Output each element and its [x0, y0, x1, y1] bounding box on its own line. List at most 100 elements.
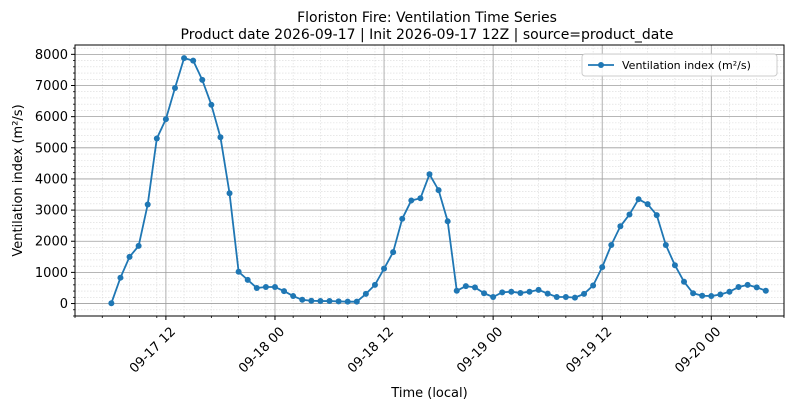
- data-point: [553, 294, 560, 300]
- y-tick-label: 5000: [35, 141, 68, 156]
- y-axis: 0 1000 2000 3000 4000 5000 6000 7000 8000: [35, 47, 75, 317]
- data-point: [208, 101, 215, 108]
- x-tick-label: 09-18 12: [345, 324, 397, 376]
- y-tick-label: 0: [60, 297, 68, 312]
- data-point: [653, 212, 660, 219]
- data-point: [371, 281, 378, 288]
- data-point: [417, 195, 424, 202]
- data-point: [526, 288, 533, 295]
- data-point: [135, 242, 142, 249]
- data-point: [444, 218, 451, 225]
- data-point: [508, 288, 515, 295]
- x-tick-label: 09-17 12: [127, 324, 179, 376]
- x-tick-label: 09-18 00: [236, 324, 288, 376]
- y-tick-label: 8000: [35, 48, 68, 63]
- legend-marker: [598, 62, 604, 68]
- data-point: [762, 287, 769, 294]
- data-point: [690, 290, 697, 297]
- data-point: [581, 290, 588, 297]
- data-point: [126, 253, 133, 260]
- data-point: [708, 293, 715, 300]
- data-point: [381, 265, 388, 272]
- legend: Ventilation index (m²/s): [581, 53, 778, 77]
- x-tick-label: 09-19 00: [454, 324, 506, 376]
- data-point: [717, 291, 724, 298]
- data-point: [317, 298, 324, 305]
- data-point: [226, 190, 233, 197]
- data-point: [326, 298, 333, 305]
- data-point: [735, 284, 742, 291]
- data-point: [681, 278, 688, 285]
- data-point: [362, 290, 369, 297]
- data-point: [517, 289, 524, 296]
- data-point: [344, 298, 351, 305]
- series-layer: [108, 55, 769, 307]
- data-point: [617, 223, 624, 230]
- data-point: [699, 292, 706, 299]
- y-tick-label: 3000: [35, 204, 68, 219]
- data-point: [471, 284, 478, 291]
- data-point: [462, 283, 469, 290]
- data-point: [171, 84, 178, 91]
- data-point: [490, 294, 497, 300]
- data-point: [562, 294, 569, 300]
- data-point: [271, 284, 278, 291]
- y-tick-label: 6000: [35, 110, 68, 125]
- data-point: [644, 201, 651, 208]
- data-point: [299, 296, 306, 303]
- data-point: [244, 276, 251, 283]
- y-tick-label: 2000: [35, 235, 68, 250]
- data-point: [353, 298, 360, 305]
- data-point: [535, 286, 542, 293]
- data-point: [753, 284, 760, 291]
- data-point: [390, 249, 397, 256]
- data-point: [308, 297, 315, 304]
- data-point: [599, 264, 606, 271]
- data-point: [662, 241, 669, 248]
- data-point: [117, 274, 124, 281]
- major-grid: [75, 45, 784, 316]
- data-point: [181, 55, 188, 62]
- data-point: [108, 300, 115, 307]
- data-point: [671, 262, 678, 269]
- data-point: [235, 268, 242, 275]
- chart-title-line-1: Floriston Fire: Ventilation Time Series: [297, 10, 557, 26]
- data-point: [199, 76, 206, 83]
- data-point: [253, 284, 260, 291]
- data-point: [571, 294, 578, 301]
- x-axis-label: Time (local): [390, 386, 467, 401]
- chart-title-line-2: Product date 2026-09-17 | Init 2026-09-1…: [181, 27, 674, 43]
- data-point: [144, 201, 151, 208]
- legend-box: [581, 53, 778, 77]
- data-point: [544, 290, 551, 297]
- data-point: [217, 134, 224, 141]
- data-point: [399, 215, 406, 222]
- legend-label: Ventilation index (m²/s): [622, 59, 751, 72]
- data-point: [153, 135, 160, 142]
- data-point: [281, 288, 288, 295]
- data-point: [499, 289, 506, 296]
- data-point: [290, 293, 297, 300]
- data-point: [590, 282, 597, 289]
- y-tick-label: 4000: [35, 172, 68, 187]
- data-point: [435, 187, 442, 194]
- x-tick-label: 09-20 00: [672, 324, 724, 376]
- x-axis: 09-17 12 09-18 00 09-18 12 09-19 00 09-19 12…: [74, 316, 785, 376]
- y-tick-label: 7000: [35, 79, 68, 94]
- data-point: [190, 57, 197, 64]
- x-tick-label: 09-19 12: [563, 324, 615, 376]
- data-point: [481, 290, 488, 297]
- data-point: [635, 196, 642, 203]
- y-axis-label: Ventilation index (m²/s): [11, 104, 26, 256]
- data-point: [608, 241, 615, 248]
- data-point: [726, 288, 733, 295]
- data-point: [408, 197, 415, 204]
- data-point: [453, 287, 460, 294]
- data-point: [426, 171, 433, 178]
- y-tick-label: 1000: [35, 266, 68, 281]
- data-point: [162, 116, 169, 123]
- data-point: [262, 284, 269, 291]
- data-point: [626, 211, 633, 218]
- data-point: [335, 298, 342, 305]
